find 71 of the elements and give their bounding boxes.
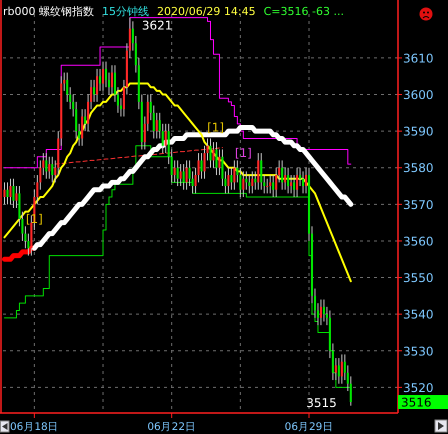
candlestick <box>242 170 244 198</box>
candlestick <box>51 156 54 183</box>
candlestick <box>245 170 248 190</box>
candlestick <box>110 64 114 96</box>
y-tick-label: 3560 <box>403 234 434 248</box>
annotation: [1] <box>207 120 224 134</box>
candlestick <box>200 152 203 180</box>
candlestick <box>260 152 262 190</box>
candlestick <box>257 152 260 190</box>
candlestick <box>186 160 188 190</box>
candlestick <box>102 61 104 92</box>
candlestick <box>98 68 102 92</box>
candlestick <box>296 167 298 198</box>
candlestick <box>209 138 212 168</box>
candlestick <box>293 174 296 198</box>
candlestick <box>281 160 284 190</box>
candlestick <box>84 108 86 132</box>
y-tick-label: 3550 <box>403 271 434 286</box>
annotation: 3621 <box>142 18 172 33</box>
candlestick <box>215 142 218 176</box>
candlestick <box>269 174 272 194</box>
candlestick <box>320 299 322 326</box>
candlestick <box>248 174 250 194</box>
x-tick-label: 06月29日 <box>284 421 334 433</box>
candlestick <box>338 358 340 384</box>
annotation: 3515 <box>306 396 337 410</box>
candlestick <box>251 170 254 194</box>
y-tick-label: 3570 <box>403 198 434 212</box>
candlestick <box>340 354 343 384</box>
annotation: 2020/06/29 14:45 <box>157 5 256 18</box>
y-tick-label: 3540 <box>403 308 434 322</box>
candlestick <box>266 178 268 194</box>
candlestick <box>334 358 337 381</box>
x-tick-label: 06月22日 <box>147 421 196 433</box>
candlestick <box>180 164 182 187</box>
chart-subtitle: 15分钟线 <box>102 5 149 18</box>
candlestick <box>176 160 179 187</box>
candlestick <box>284 167 286 190</box>
candlestick <box>48 156 50 180</box>
candlestick <box>304 167 308 194</box>
candlestick <box>9 178 12 205</box>
candlestick <box>15 186 18 209</box>
y-tick-label: 3520 <box>403 380 434 395</box>
text: 3516 <box>401 396 432 410</box>
candlestick <box>12 178 14 209</box>
x-tick-label: 06月18日 <box>10 421 59 433</box>
candlestick <box>287 167 290 194</box>
candlestick <box>174 160 176 183</box>
y-tick-label: 3590 <box>403 124 434 139</box>
y-tick-label: 3610 <box>403 51 434 66</box>
y-tick-label: 3580 <box>403 161 434 176</box>
annotation: C=3516 -63 ... <box>264 5 344 18</box>
y-tick-label: 3530 <box>403 344 434 358</box>
candlestick <box>290 174 292 194</box>
candlestick <box>227 167 230 194</box>
candlestick <box>322 299 325 322</box>
candlestick <box>81 108 84 146</box>
candlestick <box>6 182 9 205</box>
chart-title: rb000 螺纹钢指数 <box>3 5 94 18</box>
candlestick <box>302 170 304 194</box>
annotation: [1] <box>234 146 252 160</box>
candlestick <box>182 164 185 190</box>
candlestick <box>233 160 236 190</box>
candlestick <box>230 167 232 190</box>
candlestick <box>96 68 98 102</box>
candlestick <box>45 152 48 180</box>
candlestick <box>272 174 274 198</box>
candlestick <box>254 170 256 190</box>
y-tick-label: 3600 <box>403 88 434 102</box>
candlestick <box>93 79 96 102</box>
candlestick <box>156 112 158 139</box>
